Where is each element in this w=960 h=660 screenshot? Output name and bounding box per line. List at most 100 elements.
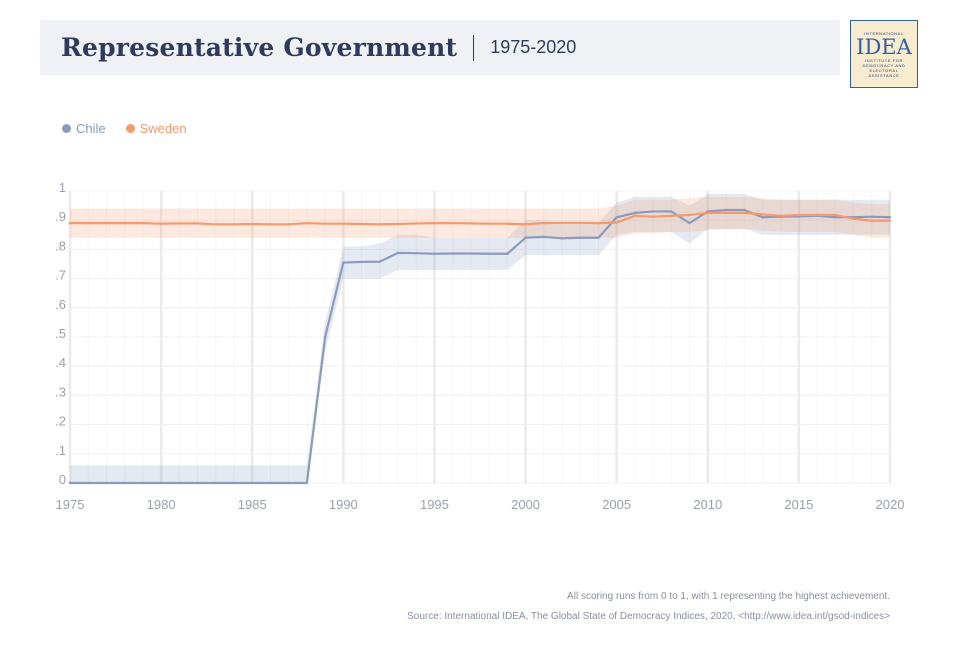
logo-line-1: INSTITUTE FOR (864, 57, 904, 63)
data-point-sweden (396, 222, 400, 226)
data-point-chile (633, 211, 637, 215)
x-tick-label: 2005 (602, 497, 631, 512)
data-point-chile (888, 216, 892, 219)
source-note: Source: International IDEA, The Global S… (407, 611, 890, 622)
data-point-sweden (852, 217, 855, 220)
data-point-sweden (87, 221, 90, 225)
data-point-chile (433, 252, 436, 255)
legend-dot-sweden (125, 124, 135, 133)
data-point-sweden (251, 222, 254, 226)
data-point-sweden (360, 222, 363, 226)
data-point-sweden (159, 222, 163, 225)
logo-line-2: DEMOCRACY AND (862, 62, 906, 68)
legend-item-sweden[interactable]: Sweden (125, 121, 187, 136)
data-point-chile (834, 216, 837, 219)
data-point-chile (597, 236, 600, 239)
data-point-sweden (287, 223, 290, 226)
x-tick-label: 2015 (784, 497, 813, 512)
data-point-chile (323, 335, 327, 339)
data-point-chile (560, 237, 564, 240)
data-point-sweden (888, 219, 892, 222)
y-tick-label: .3 (55, 384, 66, 399)
x-tick-label: 2000 (511, 497, 540, 512)
data-point-sweden (342, 222, 345, 225)
data-point-sweden (615, 221, 618, 224)
x-tick-label: 2020 (876, 497, 905, 512)
data-point-chile (214, 481, 217, 485)
line-chart: 0 .1 .2 .3 .4 .5 .6 .7 .8 .9 1 1975 1980 1985 1990 199… (55, 180, 905, 512)
data-point-chile (87, 481, 90, 485)
y-tick-label: .7 (55, 268, 66, 283)
legend-dot-chile (62, 124, 71, 133)
y-tick-label: .9 (55, 209, 66, 224)
confidence-band-sweden (70, 196, 890, 238)
data-point-sweden (105, 221, 108, 225)
data-point-chile (651, 210, 655, 213)
data-point-chile (524, 236, 527, 239)
header-divider (473, 34, 475, 61)
data-point-sweden (724, 211, 728, 215)
legend-label-sweden: Sweden (139, 121, 187, 136)
data-point-sweden (196, 222, 199, 225)
data-point-sweden (524, 223, 527, 226)
data-point-sweden (214, 223, 217, 226)
data-point-chile (615, 216, 618, 219)
data-point-sweden (542, 221, 545, 225)
data-point-sweden (743, 211, 746, 215)
legend-item-chile[interactable]: Chile (62, 121, 106, 136)
x-tick-label: 1995 (420, 497, 449, 512)
data-point-sweden (506, 222, 509, 225)
data-point-sweden (670, 214, 673, 218)
x-tick-label: 1975 (56, 497, 85, 512)
data-point-sweden (870, 219, 873, 222)
data-point-sweden (178, 222, 181, 225)
data-point-chile (487, 252, 491, 255)
data-point-chile (724, 208, 728, 212)
data-point-chile (141, 481, 145, 485)
logo-line-3: ELECTORAL (869, 67, 899, 73)
data-point-chile (159, 481, 163, 485)
y-tick-label: 0 (59, 472, 66, 487)
y-axis: 0 .1 .2 .3 .4 .5 .6 .7 .8 .9 1 (55, 180, 66, 487)
x-tick-label: 1980 (147, 497, 176, 512)
data-point-chile (287, 481, 290, 485)
logo-main-text: IDEA (856, 34, 912, 59)
data-point-chile (670, 210, 673, 213)
series-lines (68, 208, 892, 485)
data-point-chile (415, 251, 418, 255)
y-tick-label: .4 (55, 355, 66, 370)
confidence-band-chile (70, 193, 890, 484)
data-point-sweden (779, 214, 782, 218)
data-point-sweden (378, 223, 381, 226)
data-point-chile (342, 261, 345, 264)
data-point-sweden (651, 215, 655, 218)
data-point-sweden (560, 221, 564, 225)
data-point-sweden (597, 221, 600, 225)
data-point-chile (196, 481, 199, 485)
x-tick-label: 2010 (693, 497, 722, 512)
data-point-chile (506, 252, 509, 255)
data-point-sweden (451, 221, 454, 225)
data-point-chile (378, 260, 381, 263)
x-tick-label: 1990 (329, 497, 358, 512)
data-point-chile (232, 481, 236, 485)
legend-label-chile: Chile (76, 121, 106, 136)
data-point-chile (743, 208, 746, 212)
data-point-sweden (579, 221, 582, 225)
data-point-chile (542, 235, 545, 239)
data-point-chile (761, 216, 764, 219)
x-axis: 1975 1980 1985 1990 1995 2000 2005 2010 2015 2020 (56, 497, 905, 512)
logo-top-text: INTERNATIONAL (864, 30, 904, 36)
data-point-sweden (433, 221, 436, 225)
data-point-sweden (815, 213, 819, 217)
data-point-chile (360, 260, 363, 264)
data-point-sweden (415, 222, 418, 225)
data-point-sweden (323, 222, 327, 225)
data-point-chile (105, 481, 108, 485)
data-point-chile (178, 481, 181, 485)
data-point-sweden (469, 222, 473, 225)
data-point-chile (579, 236, 582, 239)
data-point-sweden (141, 221, 145, 225)
data-point-sweden (797, 213, 801, 217)
uncertainty-bands (70, 193, 890, 484)
